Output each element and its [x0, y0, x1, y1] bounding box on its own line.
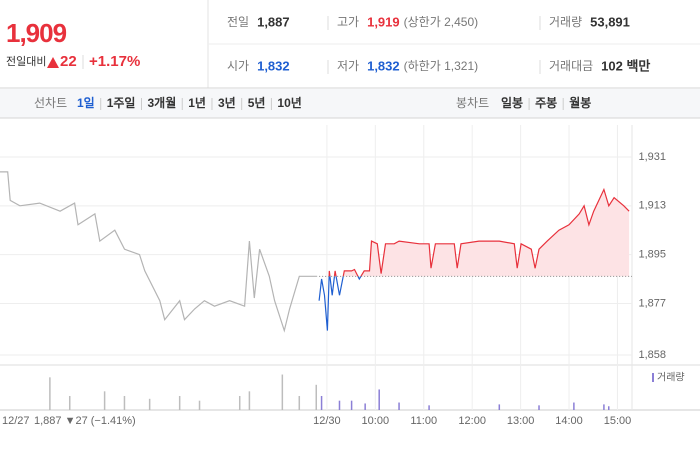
stat-value: 1,887 — [257, 14, 290, 29]
volume-bar — [538, 405, 540, 410]
stat-value: 1,832 — [367, 58, 400, 73]
price-line-down — [318, 276, 362, 331]
legend-swatch — [652, 373, 654, 382]
volume-bar — [603, 404, 605, 410]
y-tick-label: 1,877 — [638, 297, 666, 309]
volume-bar — [364, 403, 366, 410]
x-tick-label: 10:00 — [362, 415, 390, 427]
volume-bar — [573, 402, 575, 410]
prev-summary: 1,887 ▼27 (−1.41%) — [34, 415, 136, 427]
volume-bar — [103, 391, 106, 410]
volume-bar — [178, 395, 181, 410]
y-tick-label: 1,895 — [638, 249, 666, 261]
change: 22 — [60, 53, 77, 70]
tabs: 1일 1주일 3개월 1년 3년 5년 10년 일봉 주봉 월봉 — [77, 95, 591, 110]
volume-bar — [378, 389, 380, 410]
volume-bar — [49, 377, 51, 410]
x-tick-label: 12/30 — [313, 415, 341, 427]
tab-group-label: 봉차트 — [456, 96, 489, 110]
tab[interactable]: 주봉 — [535, 96, 557, 110]
tab[interactable]: 1주일 — [107, 96, 136, 110]
x-tick-label: 14:00 — [555, 415, 583, 427]
volume-bar — [68, 395, 71, 410]
volume-bar — [608, 406, 610, 410]
volume-bar — [398, 402, 400, 410]
price-line — [0, 171, 318, 333]
volume-bar — [123, 395, 126, 410]
volume-bar — [248, 391, 251, 410]
stat-label: 거래대금 — [549, 59, 593, 73]
y-tick-label: 1,858 — [638, 349, 666, 361]
stat-value: 1,919 — [367, 14, 400, 29]
y-tick-label: 1,913 — [638, 200, 666, 212]
up-icon — [47, 57, 59, 68]
volume-bar — [148, 398, 151, 410]
prev-date: 12/27 — [2, 415, 30, 427]
stat-label: 저가 — [337, 59, 359, 73]
tab-group-label: 선차트 — [34, 96, 67, 110]
volume-bar — [498, 404, 501, 410]
stat-value: 1,832 — [257, 58, 290, 73]
volume-bar — [198, 400, 201, 410]
stat-note: (상한가 2,450) — [404, 15, 478, 29]
tab[interactable]: 10년 — [277, 96, 301, 110]
stat-value: 53,891 — [590, 14, 630, 29]
y-tick-label: 1,931 — [638, 151, 666, 163]
stat-note: (하한가 1,321) — [404, 59, 478, 73]
stat-label: 시가 — [227, 59, 249, 73]
tab[interactable]: 1일 — [77, 96, 95, 110]
change-pct: +1.17% — [89, 53, 140, 70]
x-tick-label: 11:00 — [410, 415, 437, 427]
price-line — [328, 187, 630, 277]
x-tick-label: 13:00 — [507, 415, 535, 427]
volume-bar — [338, 400, 341, 410]
tab[interactable]: 일봉 — [501, 96, 523, 110]
change-label: 전일대비 — [6, 54, 46, 68]
volume-bar — [350, 400, 353, 410]
volume-bar — [428, 405, 430, 410]
volume-bar — [315, 384, 317, 410]
stat-label: 거래량 — [549, 15, 582, 29]
tab[interactable]: 3개월 — [147, 95, 176, 110]
area-fill — [319, 189, 630, 277]
tab[interactable]: 1년 — [188, 96, 206, 110]
x-tick-label: 12:00 — [458, 415, 486, 427]
tab[interactable]: 5년 — [248, 96, 266, 110]
volume-bar — [298, 395, 301, 410]
volume-bar — [320, 395, 323, 410]
tab[interactable]: 월봉 — [569, 95, 591, 110]
tab[interactable]: 3년 — [218, 96, 236, 110]
stat-label: 고가 — [337, 15, 359, 29]
stat-label: 전일 — [227, 15, 249, 29]
volume-bar — [238, 395, 241, 410]
tab-bar — [0, 89, 700, 118]
price: 1,909 — [6, 18, 67, 48]
x-tick-label: 15:00 — [604, 415, 632, 427]
stat-value: 102 백만 — [601, 58, 650, 73]
legend-label: 거래량 — [657, 372, 685, 384]
volume-bar — [281, 374, 284, 410]
